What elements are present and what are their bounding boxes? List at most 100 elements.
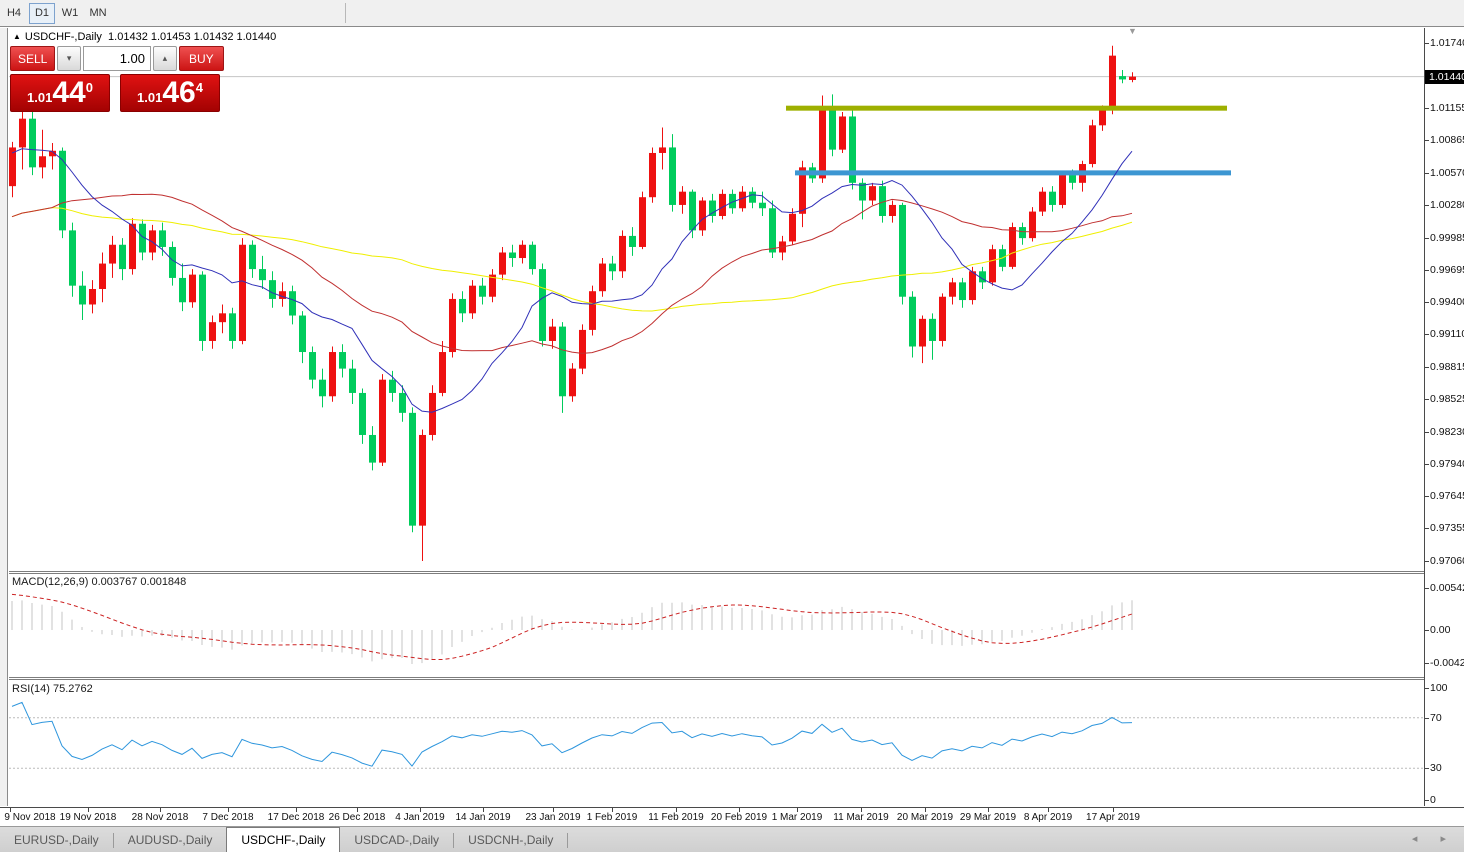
symbol-tab-usdchf[interactable]: USDCHF-,Daily (226, 827, 341, 852)
volume-decrease-button[interactable]: ▾ (57, 46, 81, 71)
price-axis-label: 1.01155 (1430, 102, 1464, 114)
symbol-tab-usdcnh[interactable]: USDCNH-,Daily (468, 833, 554, 847)
candle-body (469, 285, 476, 314)
scroll-marker-icon[interactable]: ▼ (1128, 26, 1137, 36)
buy-button[interactable]: BUY (178, 46, 224, 71)
candle-body (839, 116, 846, 150)
candle-body (639, 197, 646, 247)
price-axis-tick (1425, 561, 1429, 562)
candle-body (349, 368, 356, 393)
candle-body (1119, 76, 1126, 80)
bid-price-box[interactable]: 1.01 44 0 (10, 74, 110, 112)
candle-body (169, 246, 176, 278)
time-axis-label: 17 Dec 2018 (267, 812, 325, 823)
candle-body (949, 282, 956, 297)
timeframe-button-h4[interactable]: H4 (1, 3, 27, 24)
time-axis-label: 4 Jan 2019 (395, 812, 445, 823)
candle-body (539, 269, 546, 341)
candle-body (919, 318, 926, 347)
candle-body (549, 326, 556, 341)
candle-body (19, 118, 26, 148)
time-axis-tick (160, 808, 161, 812)
candle-body (59, 150, 66, 231)
candle-body (1129, 76, 1136, 80)
tab-separator (567, 833, 569, 848)
candle-body (579, 329, 586, 369)
price-axis-tick (1425, 43, 1429, 44)
macd-indicator-pane[interactable] (9, 574, 1424, 677)
macd-axis-tick (1425, 588, 1429, 589)
time-axis[interactable]: 9 Nov 2018 19 Nov 2018 28 Nov 2018 7 Dec 20… (0, 807, 1464, 826)
time-axis-label: 29 Mar 2019 (959, 812, 1017, 823)
time-axis-label: 28 Nov 2018 (131, 812, 189, 823)
collapse-icon[interactable]: ▲ (13, 32, 21, 41)
candle-body (39, 156, 46, 168)
candle-body (139, 223, 146, 253)
candle-body (199, 274, 206, 341)
candle-body (1049, 191, 1056, 205)
rsi-indicator-pane[interactable] (9, 680, 1424, 806)
ask-price-digits: 46 (162, 76, 196, 109)
candle-body (359, 392, 366, 435)
candle-body (299, 315, 306, 353)
time-axis-label: 26 Dec 2018 (328, 812, 386, 823)
pane-separator[interactable] (9, 571, 1424, 572)
candle-body (629, 235, 636, 247)
candle-body (379, 379, 386, 463)
price-axis-tick (1425, 367, 1429, 368)
time-axis-label: 17 Apr 2019 (1086, 812, 1140, 823)
time-axis-tick (10, 808, 11, 812)
candle-body (369, 434, 376, 463)
price-chart-pane[interactable] (9, 28, 1424, 571)
rsi-line (11, 701, 1133, 767)
timeframe-button-w1[interactable]: W1 (57, 3, 83, 24)
candle-body (759, 202, 766, 209)
candle-body (9, 147, 16, 187)
sell-button[interactable]: SELL (10, 46, 56, 71)
time-axis-tick (739, 808, 740, 812)
timeframe-button-mn[interactable]: MN (85, 3, 111, 24)
pane-separator[interactable] (9, 677, 1424, 678)
symbol-tab-usdcad[interactable]: USDCAD-,Daily (354, 833, 440, 847)
candle-body (609, 263, 616, 272)
candle-body (489, 274, 496, 297)
price-axis-label: 0.99695 (1430, 264, 1464, 276)
candle-body (159, 230, 166, 247)
price-axis-tick (1425, 108, 1429, 109)
candle-body (619, 235, 626, 272)
time-axis-tick (483, 808, 484, 812)
time-axis-label: 1 Feb 2019 (586, 812, 638, 823)
candle-body (479, 285, 486, 297)
candle-body (799, 167, 806, 214)
candle-body (689, 191, 696, 231)
chart-symbol-label: USDCHF-,Daily (24, 31, 102, 43)
candle-body (399, 392, 406, 413)
price-axis-label: 0.97355 (1430, 522, 1464, 534)
triangle-down-icon: ▾ (66, 53, 72, 63)
candle-body (559, 326, 566, 397)
candle-body (909, 296, 916, 347)
macd-signal-line (11, 593, 1133, 660)
resistance-ray[interactable] (786, 105, 1227, 111)
pane-separator[interactable] (9, 573, 1424, 574)
candle-body (89, 288, 96, 305)
symbol-tab-eurusd[interactable]: EURUSD-,Daily (14, 833, 99, 847)
price-axis-tick (1425, 205, 1429, 206)
support-ray[interactable] (795, 170, 1231, 176)
pane-separator[interactable] (9, 679, 1424, 680)
ask-price-box[interactable]: 1.01 46 4 (120, 74, 220, 112)
price-axis-label: 0.97645 (1430, 490, 1464, 502)
volume-input[interactable] (83, 46, 151, 71)
candle-body (69, 230, 76, 286)
symbol-tab-audusd[interactable]: AUDUSD-,Daily (127, 833, 213, 847)
candle-body (429, 392, 436, 435)
candle-body (119, 244, 126, 270)
tab-scroll-arrows[interactable]: ◂ ▸ (1411, 833, 1456, 845)
candle-body (339, 352, 346, 369)
candle-body (1029, 211, 1036, 239)
timeframe-button-d1[interactable]: D1 (29, 3, 55, 24)
candle-body (189, 274, 196, 303)
price-axis[interactable]: 1.01740 1.01440 1.01155 1.00865 1.00570 1.002… (1424, 28, 1464, 806)
volume-increase-button[interactable]: ▴ (153, 46, 177, 71)
